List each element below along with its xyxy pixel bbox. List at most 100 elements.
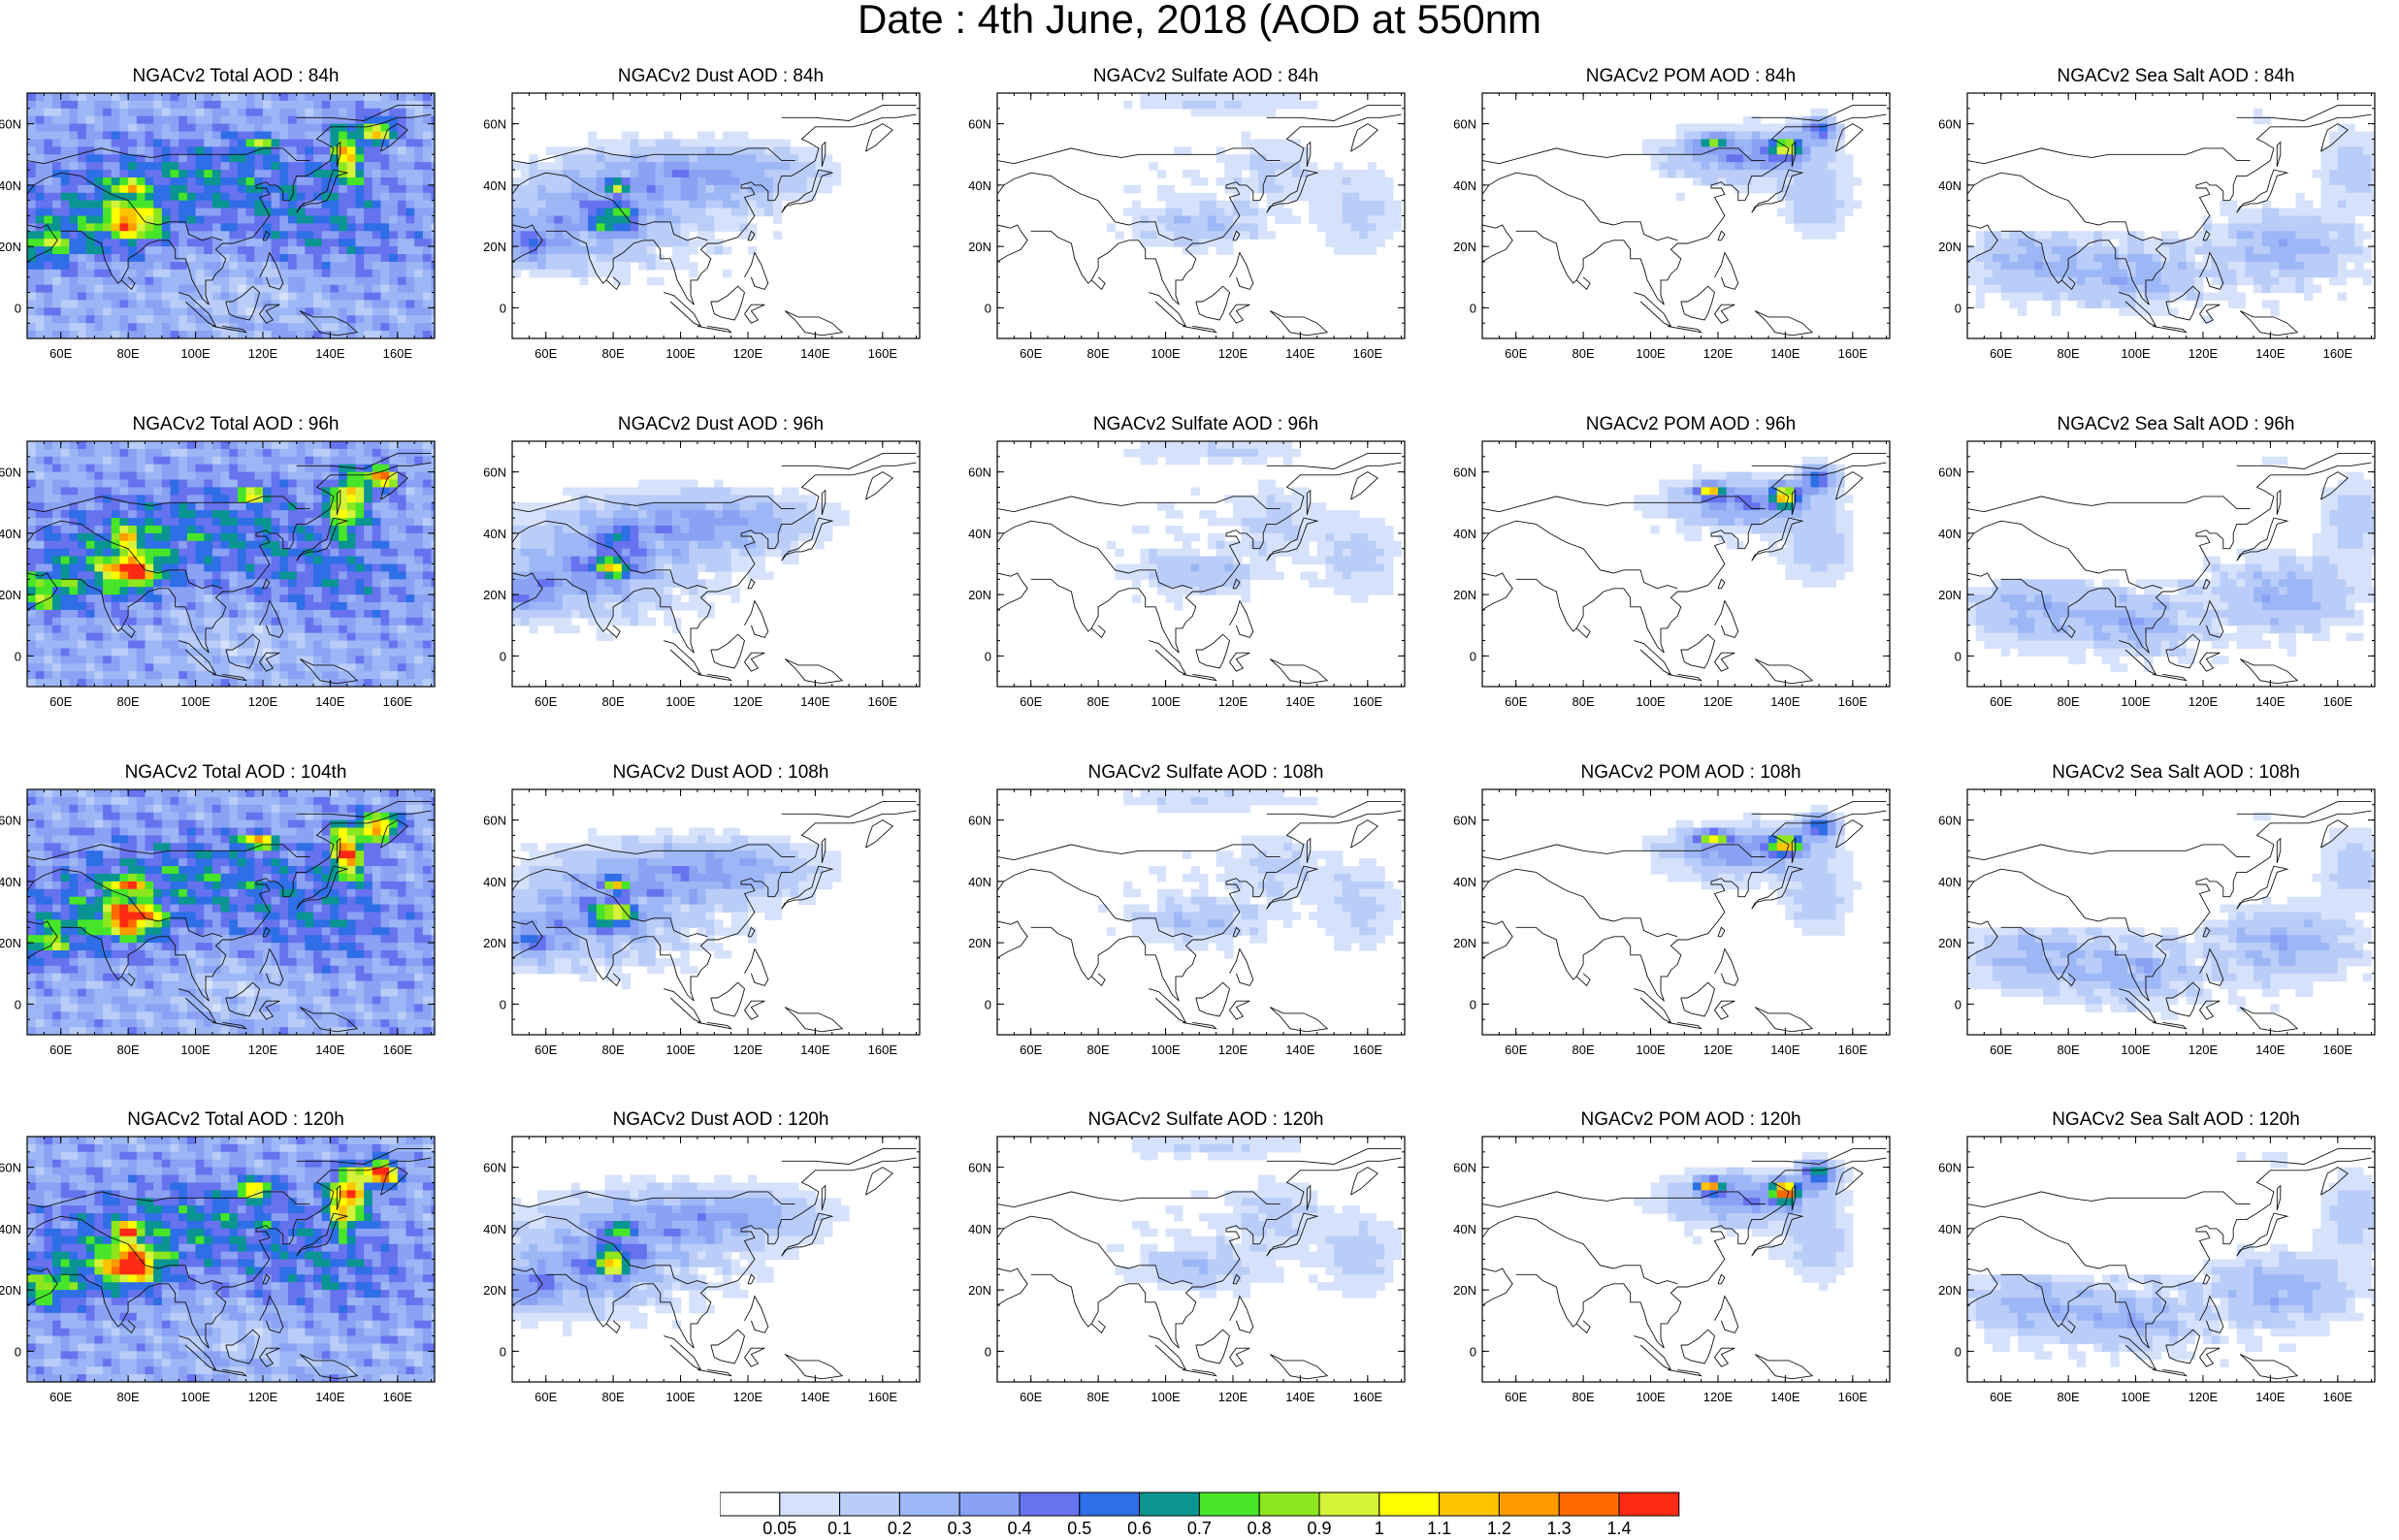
x-tick-label: 140E (800, 1390, 830, 1404)
panel-title: NGACv2 Total AOD : 84h (132, 66, 340, 86)
y-tick-label: 60N (968, 465, 991, 480)
coastlines (512, 1148, 917, 1380)
y-tick-label: 0 (15, 1344, 21, 1359)
colorbar-swatch (1439, 1492, 1500, 1517)
x-tick-label: 60E (1020, 1043, 1042, 1057)
y-tick-label: 0 (15, 997, 21, 1011)
x-tick-label: 120E (1703, 346, 1734, 361)
colorbar-label: 1.1 (1427, 1519, 1451, 1538)
y-tick-label: 0 (500, 1344, 506, 1359)
x-tick-label: 120E (248, 346, 278, 361)
aod-shading (1482, 441, 1890, 687)
x-tick-label: 160E (2323, 346, 2353, 361)
y-tick-label: 60N (1453, 465, 1476, 480)
aod-shading (27, 93, 435, 338)
x-tick-label: 140E (1285, 694, 1315, 709)
y-tick-label: 40N (483, 527, 506, 541)
aod-shading (512, 789, 920, 1035)
x-tick-label: 80E (602, 1043, 625, 1057)
aod-map: 60E 80E 100E 120E 140E 160E 0 20N 40N 60N (0, 440, 436, 709)
x-tick-label: 100E (1636, 694, 1666, 709)
x-tick-label: 120E (248, 694, 278, 709)
x-tick-label: 120E (248, 1390, 278, 1404)
map-panel-sulfate-aod-3: NGACv2 Sulfate AOD : 108h 60E 80E 100E 120E 1… (968, 756, 1434, 1076)
x-tick-label: 160E (1838, 694, 1868, 709)
x-tick-label: 100E (665, 1390, 696, 1404)
x-tick-label: 60E (535, 1043, 557, 1057)
y-tick-label: 40N (968, 527, 991, 541)
panel-title: NGACv2 POM AOD : 84h (1585, 66, 1797, 86)
colorbar-swatch (1258, 1492, 1320, 1517)
x-tick-label: 80E (1572, 694, 1595, 709)
x-tick-label: 140E (1770, 694, 1800, 709)
y-tick-label: 20N (1453, 1283, 1476, 1298)
x-tick-label: 60E (1990, 1043, 2012, 1057)
map-panel-pom-aod-1: NGACv2 POM AOD : 84h 60E 80E 100E 120E 140E 16… (1453, 60, 1919, 380)
aod-map: 60E 80E 100E 120E 140E 160E 0 20N 40N 60N (0, 92, 436, 361)
x-tick-label: 80E (117, 346, 140, 361)
aod-shading (1967, 93, 2375, 338)
x-tick-label: 80E (1087, 1390, 1110, 1404)
map-panel-total-aod-3: NGACv2 Total AOD : 104th 60E 80E 100E 120E 14… (0, 756, 464, 1076)
x-tick-label: 140E (315, 694, 345, 709)
x-tick-label: 160E (383, 1043, 413, 1057)
x-tick-label: 60E (49, 1043, 72, 1057)
colorbar-label: 0.7 (1187, 1519, 1212, 1538)
x-tick-label: 60E (49, 346, 72, 361)
panel-title: NGACv2 Sulfate AOD : 120h (1087, 1109, 1324, 1130)
y-tick-label: 20N (0, 936, 21, 950)
x-tick-label: 60E (1505, 694, 1527, 709)
map-panel-sulfate-aod-1: NGACv2 Sulfate AOD : 84h 60E 80E 100E 120E 14… (968, 60, 1434, 380)
page-title: Date : 4th June, 2018 (AOD at 550nm (857, 0, 1542, 42)
y-tick-label: 0 (985, 301, 991, 315)
x-tick-label: 160E (1353, 346, 1383, 361)
panel-title: NGACv2 Total AOD : 120h (127, 1109, 344, 1130)
y-tick-label: 40N (968, 178, 991, 193)
colorbar-swatch (898, 1492, 960, 1517)
x-tick-label: 80E (1572, 1043, 1595, 1057)
aod-map: 60E 80E 100E 120E 140E 160E 0 20N 40N 60N (968, 1136, 1406, 1404)
x-tick-label: 120E (2188, 1043, 2219, 1057)
aod-map: 60E 80E 100E 120E 140E 160E 0 20N 40N 60N (483, 440, 921, 709)
x-tick-label: 120E (2188, 1390, 2219, 1404)
x-tick-label: 120E (1218, 1043, 1248, 1057)
x-tick-label: 160E (868, 694, 898, 709)
colorbar-label: 0.4 (1007, 1519, 1031, 1538)
y-tick-label: 60N (968, 117, 991, 132)
x-tick-label: 160E (2323, 1390, 2353, 1404)
x-tick-label: 140E (1770, 1043, 1800, 1057)
map-panel-sea-salt-aod-4: NGACv2 Sea Salt AOD : 120h 60E 80E 100E 120E… (1938, 1104, 2399, 1424)
x-tick-label: 100E (180, 694, 211, 709)
aod-shading (997, 93, 1405, 338)
x-tick-label: 80E (2058, 1043, 2080, 1057)
x-tick-label: 100E (665, 694, 696, 709)
x-tick-label: 60E (1505, 1043, 1527, 1057)
coastlines (27, 1148, 432, 1380)
map-panel-dust-aod-3: NGACv2 Dust AOD : 108h 60E 80E 100E 120E 140E… (483, 756, 949, 1076)
x-tick-label: 60E (1990, 346, 2012, 361)
x-tick-label: 80E (1087, 346, 1110, 361)
y-tick-label: 20N (968, 936, 991, 950)
x-tick-label: 100E (180, 1043, 211, 1057)
x-tick-label: 80E (602, 694, 625, 709)
panel-title: NGACv2 Sea Salt AOD : 96h (2057, 414, 2295, 434)
x-tick-label: 160E (868, 1390, 898, 1404)
x-tick-label: 160E (1353, 1043, 1383, 1057)
panel-title: NGACv2 Dust AOD : 96h (617, 414, 825, 434)
aod-map: 60E 80E 100E 120E 140E 160E 0 20N 40N 60N (483, 92, 921, 361)
map-panel-dust-aod-4: NGACv2 Dust AOD : 120h 60E 80E 100E 120E 140E… (483, 1104, 949, 1424)
panel-title: NGACv2 Sea Salt AOD : 120h (2052, 1109, 2300, 1130)
aod-map: 60E 80E 100E 120E 140E 160E 0 20N 40N 60N (968, 788, 1406, 1057)
x-tick-label: 80E (2058, 346, 2080, 361)
y-tick-label: 20N (0, 588, 21, 602)
y-tick-label: 0 (15, 649, 21, 663)
aod-map: 60E 80E 100E 120E 140E 160E 0 20N 40N 60N (483, 788, 921, 1057)
colorbar-label: 1.3 (1547, 1519, 1572, 1538)
x-tick-label: 120E (733, 1043, 763, 1057)
x-tick-label: 140E (1770, 1390, 1800, 1404)
y-tick-label: 0 (500, 301, 506, 315)
coastlines (512, 105, 917, 337)
x-tick-label: 80E (1087, 694, 1110, 709)
x-tick-label: 60E (1505, 346, 1527, 361)
x-tick-label: 100E (1636, 1043, 1666, 1057)
